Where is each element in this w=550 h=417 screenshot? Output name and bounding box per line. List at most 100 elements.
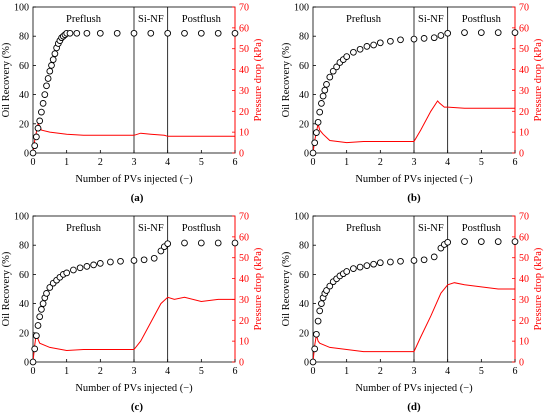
x-tick-label: 4 bbox=[165, 157, 170, 168]
oil-recovery-point bbox=[38, 306, 45, 313]
oil-recovery-point bbox=[329, 67, 337, 75]
phase-label-si-nf: Si-NF bbox=[138, 14, 164, 25]
right-y-axis-label: Pressure drop (kPa) bbox=[533, 38, 544, 121]
right-y-tick-label: 50 bbox=[239, 253, 249, 264]
left-y-tick-label: 100 bbox=[294, 212, 309, 223]
oil-recovery-point bbox=[444, 29, 452, 37]
right-y-tick-label: 70 bbox=[519, 212, 529, 223]
right-y-tick-label: 70 bbox=[239, 212, 249, 223]
left-y-tick-label: 60 bbox=[299, 61, 309, 72]
oil-recovery-point bbox=[437, 32, 445, 39]
oil-recovery-point bbox=[41, 91, 49, 98]
oil-recovery-point bbox=[314, 317, 322, 325]
oil-recovery-point bbox=[387, 37, 394, 45]
right-y-axis-label: Pressure drop (kPa) bbox=[253, 38, 264, 121]
oil-recovery-point bbox=[157, 247, 165, 255]
oil-recovery-point bbox=[430, 34, 438, 42]
left-y-tick-label: 60 bbox=[19, 61, 29, 72]
right-y-tick-label: 70 bbox=[519, 3, 529, 14]
oil-recovery-point bbox=[326, 73, 334, 81]
oil-recovery-point bbox=[147, 29, 155, 37]
oil-recovery-point bbox=[29, 149, 37, 157]
oil-recovery-point bbox=[36, 117, 44, 125]
oil-recovery-point bbox=[477, 29, 485, 36]
oil-recovery-point bbox=[343, 53, 351, 60]
right-y-tick-label: 40 bbox=[239, 65, 249, 76]
right-y-tick-label: 60 bbox=[239, 23, 249, 34]
left-y-tick-label: 80 bbox=[299, 32, 309, 43]
oil-recovery-point bbox=[461, 29, 468, 36]
oil-recovery-point bbox=[494, 29, 502, 36]
oil-recovery-point bbox=[326, 282, 334, 290]
oil-recovery-point bbox=[214, 29, 222, 37]
oil-recovery-point bbox=[311, 139, 319, 147]
oil-recovery-point bbox=[44, 75, 52, 82]
right-y-tick-label: 30 bbox=[239, 295, 249, 306]
right-y-tick-label: 20 bbox=[519, 107, 529, 118]
left-y-tick-label: 20 bbox=[19, 328, 29, 339]
x-tick-label: 6 bbox=[233, 157, 238, 168]
oil-recovery-point bbox=[333, 63, 340, 71]
oil-recovery-point bbox=[39, 100, 47, 107]
left-y-axis-label: Oil Recovery (%) bbox=[281, 251, 292, 326]
phase-label-preflush: Preflush bbox=[66, 223, 102, 234]
right-y-tick-label: 60 bbox=[519, 232, 529, 243]
oil-recovery-point bbox=[420, 35, 428, 42]
oil-recovery-point bbox=[311, 345, 319, 353]
oil-recovery-point bbox=[130, 29, 138, 37]
right-y-tick-label: 10 bbox=[519, 337, 529, 348]
right-y-tick-label: 30 bbox=[519, 295, 529, 306]
oil-recovery-point bbox=[140, 256, 148, 264]
phase-label-postflush: Postflush bbox=[462, 223, 502, 234]
oil-recovery-point bbox=[410, 257, 418, 264]
right-y-tick-label: 20 bbox=[239, 107, 249, 118]
oil-recovery-point bbox=[197, 239, 205, 247]
oil-recovery-point bbox=[107, 258, 114, 266]
oil-recovery-point bbox=[70, 266, 77, 274]
oil-recovery-point bbox=[96, 29, 104, 37]
oil-recovery-point bbox=[343, 268, 351, 275]
oil-recovery-point bbox=[318, 300, 325, 307]
oil-recovery-point bbox=[43, 290, 50, 297]
x-axis-label: Number of PVs injected (−) bbox=[355, 383, 473, 394]
right-y-tick-label: 30 bbox=[519, 86, 529, 97]
oil-recovery-point bbox=[83, 29, 91, 37]
oil-recovery-point bbox=[363, 262, 371, 269]
right-y-tick-label: 40 bbox=[239, 274, 249, 285]
x-tick-label: 1 bbox=[64, 366, 69, 377]
oil-recovery-point bbox=[323, 81, 330, 88]
right-y-tick-label: 50 bbox=[519, 44, 529, 55]
x-tick-label: 1 bbox=[64, 157, 69, 168]
pressure-drop-line bbox=[312, 100, 515, 154]
oil-recovery-point bbox=[66, 29, 74, 37]
x-tick-label: 4 bbox=[165, 366, 170, 377]
left-y-tick-label: 60 bbox=[19, 270, 29, 281]
oil-recovery-point bbox=[197, 29, 205, 37]
oil-recovery-point bbox=[511, 29, 519, 36]
oil-recovery-point bbox=[318, 100, 325, 107]
x-tick-label: 0 bbox=[31, 366, 36, 377]
oil-recovery-point bbox=[181, 29, 188, 37]
oil-recovery-point bbox=[231, 239, 239, 247]
pressure-drop-line bbox=[32, 296, 235, 363]
x-tick-label: 5 bbox=[199, 157, 204, 168]
right-y-axis-label: Pressure drop (kPa) bbox=[253, 247, 264, 330]
right-y-tick-label: 10 bbox=[239, 337, 249, 348]
oil-recovery-point bbox=[231, 29, 239, 37]
oil-recovery-point bbox=[73, 29, 81, 37]
right-y-axis-label: Pressure drop (kPa) bbox=[533, 247, 544, 330]
phase-label-preflush: Preflush bbox=[346, 14, 382, 25]
oil-recovery-point bbox=[48, 62, 55, 69]
x-tick-label: 5 bbox=[199, 366, 204, 377]
oil-recovery-point bbox=[370, 41, 377, 49]
x-tick-label: 2 bbox=[378, 157, 383, 168]
oil-recovery-point bbox=[96, 260, 104, 267]
oil-recovery-point bbox=[150, 254, 158, 262]
x-tick-label: 2 bbox=[98, 366, 103, 377]
oil-recovery-point bbox=[397, 257, 404, 265]
oil-recovery-point bbox=[164, 240, 172, 248]
phase-label-si-nf: Si-NF bbox=[418, 14, 444, 25]
panel-caption: (c) bbox=[131, 401, 144, 413]
oil-recovery-point bbox=[83, 263, 91, 270]
left-y-tick-label: 0 bbox=[304, 358, 309, 369]
